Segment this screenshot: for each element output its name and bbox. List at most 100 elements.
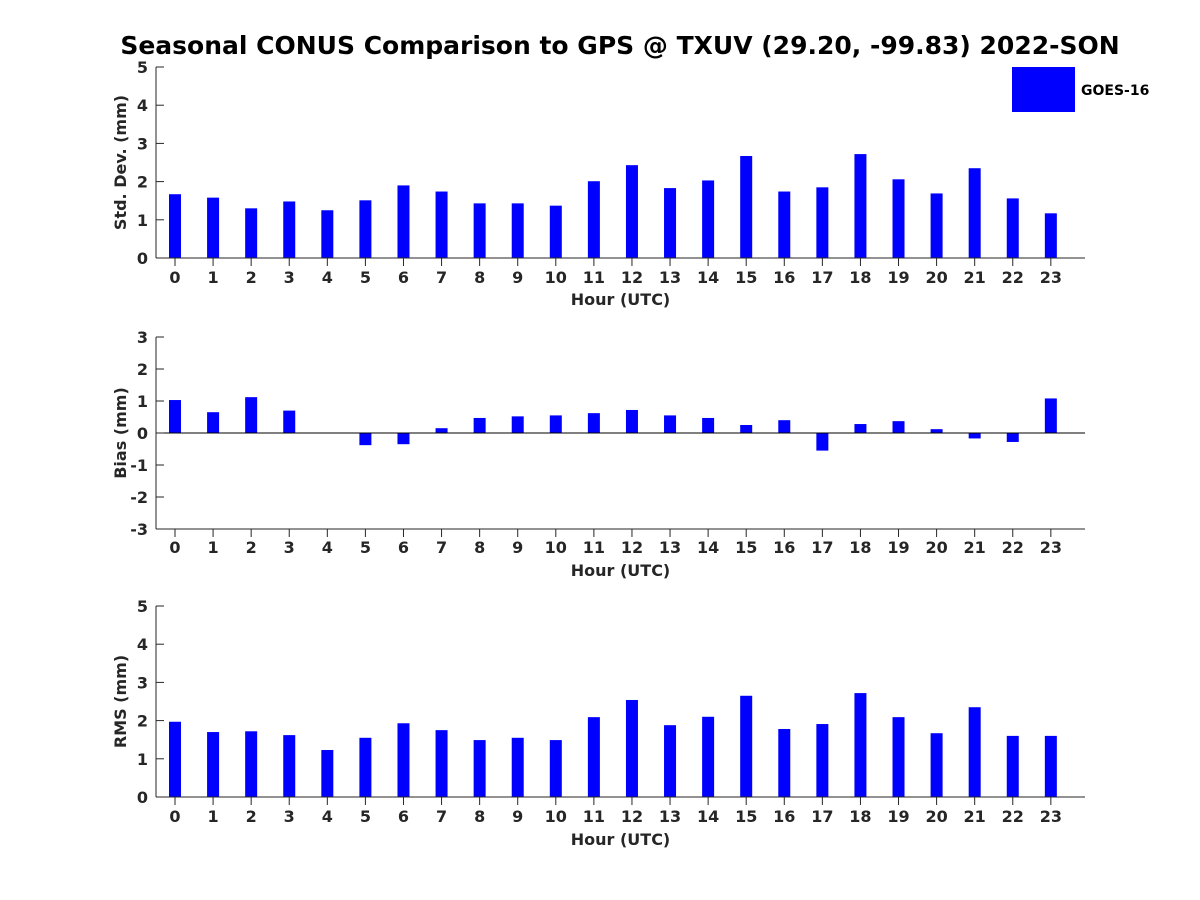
bar-panel3-hour-13 <box>664 725 677 797</box>
bar-panel1-hour-20 <box>930 193 943 258</box>
x-tick-label: 7 <box>436 538 447 557</box>
bar-panel1-hour-19 <box>892 179 905 258</box>
bar-panel3-hour-15 <box>740 695 753 797</box>
legend-label-goes-16: GOES-16 <box>1081 83 1149 99</box>
bar-panel2-hour-21 <box>968 433 981 439</box>
x-tick-label: 8 <box>474 807 485 826</box>
bar-panel2-hour-23 <box>1044 398 1057 433</box>
x-tick-label: 12 <box>621 538 643 557</box>
y-tick-label: 1 <box>137 392 148 411</box>
y-tick-label: 3 <box>137 328 148 347</box>
bar-panel3-hour-6 <box>397 723 410 797</box>
x-tick-label: 9 <box>512 268 523 287</box>
x-tick-label: 20 <box>925 268 947 287</box>
bar-panel2-hour-8 <box>473 417 486 433</box>
x-tick-label: 2 <box>246 538 257 557</box>
y-tick-label: 2 <box>137 360 148 379</box>
legend: GOES-16 <box>1012 67 1149 112</box>
bar-panel2-hour-20 <box>930 429 943 433</box>
x-tick-label: 3 <box>284 538 295 557</box>
x-tick-label: 11 <box>583 807 605 826</box>
x-tick-label: 9 <box>512 538 523 557</box>
bar-panel1-hour-18 <box>854 154 867 258</box>
bar-panel1-hour-12 <box>625 165 638 258</box>
x-tick-label: 4 <box>322 807 333 826</box>
x-tick-label: 23 <box>1040 268 1062 287</box>
bar-panel1-hour-17 <box>816 187 829 258</box>
bar-panel2-hour-15 <box>740 425 753 433</box>
bar-panel2-hour-13 <box>664 415 677 433</box>
x-axis-label: Hour (UTC) <box>571 290 671 309</box>
x-tick-label: 4 <box>322 268 333 287</box>
x-tick-label: 8 <box>474 268 485 287</box>
bar-panel2-hour-9 <box>511 416 524 433</box>
legend-swatch-goes-16 <box>1012 67 1075 112</box>
bar-panel1-hour-1 <box>207 197 220 258</box>
x-tick-label: 11 <box>583 538 605 557</box>
y-tick-label: 1 <box>137 750 148 769</box>
bar-panel1-hour-16 <box>778 191 791 258</box>
bar-panel1-hour-6 <box>397 185 410 258</box>
y-tick-label: 3 <box>137 134 148 153</box>
bar-panel2-hour-2 <box>245 397 258 433</box>
bar-panel2-hour-0 <box>169 400 181 433</box>
bar-panel1-hour-15 <box>740 156 753 258</box>
bar-panel2-hour-5 <box>359 433 372 446</box>
x-tick-label: 10 <box>545 538 567 557</box>
bar-panel3-hour-12 <box>625 699 638 797</box>
x-tick-label: 6 <box>398 807 409 826</box>
x-tick-label: 16 <box>773 807 795 826</box>
x-tick-label: 7 <box>436 268 447 287</box>
bar-panel1-hour-7 <box>435 191 448 258</box>
y-tick-label: 0 <box>137 788 148 807</box>
y-tick-label: -1 <box>130 456 148 475</box>
x-axis-label: Hour (UTC) <box>571 830 671 849</box>
bar-panel3-hour-20 <box>930 733 943 797</box>
bar-panel3-hour-0 <box>169 721 181 797</box>
x-tick-label: 1 <box>208 807 219 826</box>
x-tick-label: 21 <box>964 807 986 826</box>
y-tick-label: 4 <box>137 96 148 115</box>
x-tick-label: 15 <box>735 807 757 826</box>
x-tick-label: 11 <box>583 268 605 287</box>
x-tick-label: 5 <box>360 538 371 557</box>
bar-panel3-hour-23 <box>1044 735 1057 797</box>
y-tick-label: 1 <box>137 211 148 230</box>
x-tick-label: 17 <box>811 268 833 287</box>
bar-panel2-hour-17 <box>816 433 829 451</box>
x-tick-label: 17 <box>811 538 833 557</box>
x-tick-label: 5 <box>360 807 371 826</box>
x-tick-label: 18 <box>849 538 871 557</box>
bar-panel1-hour-5 <box>359 200 372 258</box>
bar-panel1-hour-2 <box>245 208 258 258</box>
x-tick-label: 0 <box>169 538 180 557</box>
y-tick-label: 0 <box>137 249 148 268</box>
x-tick-label: 14 <box>697 807 719 826</box>
bar-panel3-hour-9 <box>511 737 524 797</box>
x-tick-label: 23 <box>1040 538 1062 557</box>
x-tick-label: 22 <box>1002 268 1024 287</box>
bar-panel3-hour-18 <box>854 693 867 797</box>
bar-panel2-hour-16 <box>778 420 791 433</box>
y-axis-label: RMS (mm) <box>111 655 130 748</box>
x-tick-label: 12 <box>621 268 643 287</box>
x-tick-label: 2 <box>246 807 257 826</box>
x-tick-label: 14 <box>697 268 719 287</box>
x-tick-label: 7 <box>436 807 447 826</box>
y-axis-label: Bias (mm) <box>111 387 130 479</box>
x-tick-label: 0 <box>169 807 180 826</box>
x-tick-label: 19 <box>887 268 909 287</box>
x-tick-label: 3 <box>284 807 295 826</box>
x-tick-label: 9 <box>512 807 523 826</box>
x-tick-label: 21 <box>964 268 986 287</box>
bar-panel1-hour-11 <box>587 181 600 258</box>
bar-panel1-hour-13 <box>664 188 677 258</box>
bar-panel2-hour-7 <box>435 428 448 433</box>
x-tick-label: 16 <box>773 268 795 287</box>
bar-panel2-hour-22 <box>1006 433 1019 442</box>
